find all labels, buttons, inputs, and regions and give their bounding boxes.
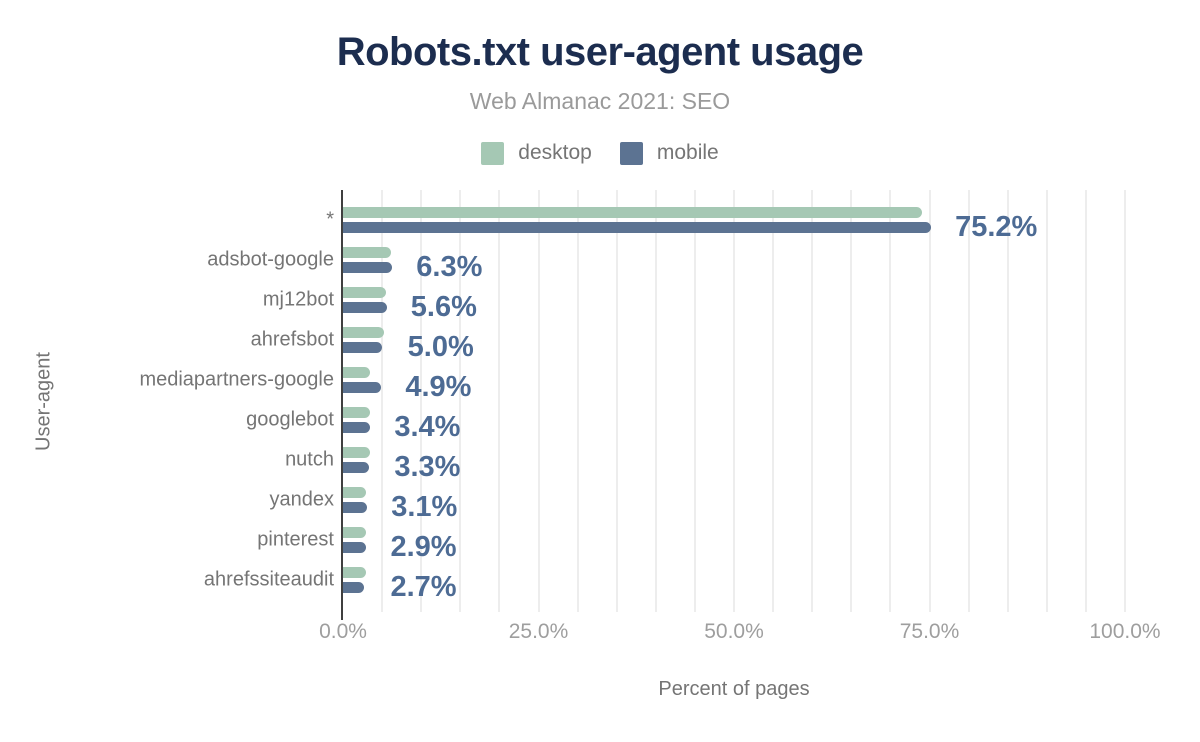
gridline — [693, 190, 696, 612]
legend-item-desktop: desktop — [481, 141, 592, 165]
gridline — [1006, 190, 1009, 612]
mobile-bar — [343, 422, 370, 433]
value-label: 6.3% — [416, 251, 483, 283]
category-label: pinterest — [257, 528, 334, 551]
gridline — [381, 190, 384, 612]
category-label: yandex — [269, 488, 335, 511]
chart-row: yandex 3.1% — [270, 480, 1125, 523]
category-label: googlebot — [246, 408, 334, 431]
mobile-bar — [343, 342, 383, 353]
chart-row: ahrefsbot 5.0% — [251, 320, 1125, 363]
value-label: 75.2% — [955, 211, 1038, 243]
gridline — [928, 190, 931, 612]
chart-row: googlebot 3.4% — [246, 400, 1125, 443]
mobile-bar — [343, 262, 393, 273]
legend: desktop mobile — [0, 141, 1200, 165]
desktop-bar — [343, 447, 371, 458]
chart-row: nutch 3.3% — [285, 440, 1125, 483]
category-label: ahrefsbot — [250, 328, 334, 351]
gridline — [459, 190, 462, 612]
x-axis-title: Percent of pages — [658, 678, 810, 700]
value-label: 3.4% — [394, 411, 461, 443]
mobile-bar — [343, 462, 369, 473]
mobile-bar — [343, 542, 366, 553]
value-label: 2.7% — [390, 571, 457, 603]
desktop-bar — [343, 247, 391, 258]
desktop-bar — [343, 327, 384, 338]
mobile-bar — [343, 222, 932, 233]
category-label: ahrefssiteaudit — [203, 568, 334, 591]
category-label: mediapartners-google — [139, 368, 334, 391]
x-tick-label: 75.0% — [899, 620, 960, 643]
mobile-bar — [343, 502, 368, 513]
chart-row: mediapartners-google 4.9% — [139, 360, 1125, 403]
legend-item-mobile: mobile — [619, 141, 719, 165]
gridline — [967, 190, 970, 612]
gridline — [850, 190, 853, 612]
value-label: 5.6% — [410, 291, 477, 323]
chart-row: pinterest 2.9% — [257, 520, 1125, 563]
gridline — [772, 190, 775, 612]
legend-label-desktop: desktop — [518, 141, 592, 164]
gridline — [1084, 190, 1087, 612]
legend-label-mobile: mobile — [656, 141, 719, 164]
desktop-swatch — [481, 141, 505, 165]
gridline — [654, 190, 657, 612]
gridline — [811, 190, 814, 612]
y-axis-title: User-agent — [32, 352, 55, 451]
desktop-bar — [343, 407, 371, 418]
mobile-bar — [343, 302, 387, 313]
gridline — [733, 190, 735, 612]
chart-row: ahrefssiteaudit 2.7% — [204, 560, 1125, 603]
value-label: 2.9% — [390, 531, 457, 563]
plot-area: * 75.2% adsbot-google 6.3% mj12bot 5.6% ahrefs… — [139, 190, 1126, 620]
x-tick-label: 50.0% — [704, 620, 764, 643]
gridline — [1124, 190, 1126, 612]
desktop-bar — [343, 287, 386, 298]
chart-subtitle: Web Almanac 2021: SEO — [469, 88, 731, 114]
x-tick-label: 0.0% — [319, 620, 367, 643]
value-label: 3.3% — [394, 451, 461, 483]
gridline — [420, 190, 423, 612]
gridline — [889, 190, 892, 612]
desktop-bar — [343, 207, 922, 218]
gridline — [537, 190, 540, 612]
chart-row: * 75.2% — [326, 200, 1125, 243]
category-label: * — [326, 208, 334, 231]
category-label: nutch — [285, 448, 334, 471]
gridline — [1045, 190, 1048, 612]
value-label: 4.9% — [405, 371, 472, 403]
category-label: mj12bot — [262, 288, 334, 311]
chart-title: Robots.txt user-agent usage — [336, 30, 864, 74]
chart-row: adsbot-google 6.3% — [207, 240, 1125, 283]
desktop-bar — [343, 487, 367, 498]
x-tick-label: 100.0% — [1089, 620, 1161, 643]
mobile-bar — [343, 582, 365, 593]
mobile-swatch — [619, 141, 643, 165]
x-tick-label: 25.0% — [508, 620, 569, 643]
desktop-bar — [343, 567, 367, 578]
gridline — [615, 190, 618, 612]
mobile-bar — [343, 382, 382, 393]
gridline — [576, 190, 579, 612]
desktop-bar — [343, 367, 370, 378]
gridline — [498, 190, 501, 612]
value-label: 3.1% — [391, 491, 458, 523]
chart-row: mj12bot 5.6% — [263, 280, 1125, 323]
value-label: 5.0% — [407, 331, 474, 363]
category-label: adsbot-google — [207, 248, 334, 271]
y-axis-line — [341, 190, 343, 620]
desktop-bar — [343, 527, 367, 538]
